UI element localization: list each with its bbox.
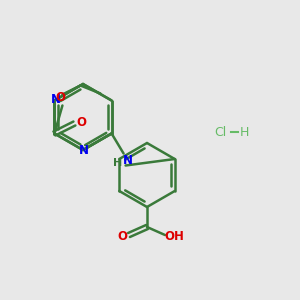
Text: H: H: [239, 125, 249, 139]
Text: O: O: [117, 230, 127, 242]
Text: OH: OH: [164, 230, 184, 242]
Text: N: N: [123, 154, 133, 167]
Text: Cl: Cl: [214, 125, 226, 139]
Text: N: N: [50, 93, 60, 106]
Text: H: H: [113, 158, 122, 167]
Text: O: O: [56, 91, 65, 104]
Text: N: N: [79, 143, 89, 157]
Text: O: O: [76, 116, 86, 129]
